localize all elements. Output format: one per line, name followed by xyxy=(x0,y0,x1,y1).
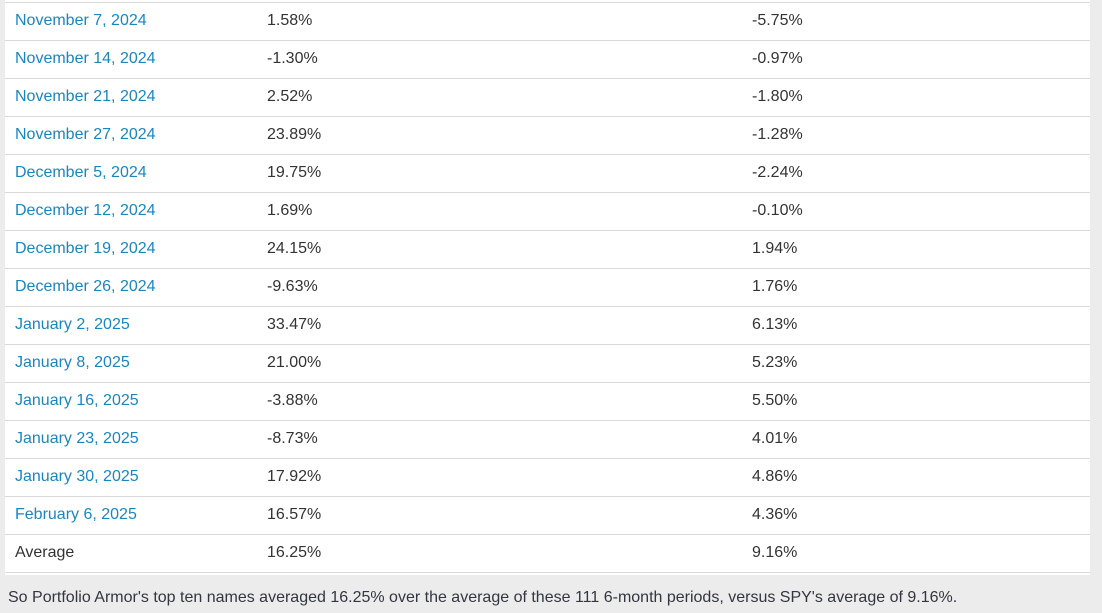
date-link[interactable]: January 30, 2025 xyxy=(15,468,139,485)
returns-table-card: November 7, 2024 1.58% -5.75% November 1… xyxy=(5,0,1090,575)
date-cell: February 6, 2025 xyxy=(5,496,257,535)
table-row: Average 16.25% 9.16% xyxy=(5,534,1090,573)
spy-return-cell: -1.28% xyxy=(742,116,1090,155)
top-names-return-cell: 16.25% xyxy=(257,534,742,573)
summary-text: So Portfolio Armor's top ten names avera… xyxy=(8,589,958,606)
table-row: January 8, 2025 21.00% 5.23% xyxy=(5,344,1090,383)
table-row: November 7, 2024 1.58% -5.75% xyxy=(5,2,1090,41)
date-cell: January 8, 2025 xyxy=(5,344,257,383)
date-link[interactable]: January 16, 2025 xyxy=(15,392,139,409)
table-row: November 21, 2024 2.52% -1.80% xyxy=(5,78,1090,117)
top-names-return-cell: 24.15% xyxy=(257,230,742,269)
spy-return-cell: 5.50% xyxy=(742,382,1090,421)
date-link[interactable]: December 5, 2024 xyxy=(15,164,147,181)
spy-return-cell: 4.36% xyxy=(742,496,1090,535)
average-label: Average xyxy=(15,544,75,561)
date-cell: November 7, 2024 xyxy=(5,2,257,41)
date-link[interactable]: November 14, 2024 xyxy=(15,50,156,67)
table-row: December 19, 2024 24.15% 1.94% xyxy=(5,230,1090,269)
spy-return-cell: 6.13% xyxy=(742,306,1090,345)
date-link[interactable]: November 7, 2024 xyxy=(15,12,147,29)
top-names-return-cell: 19.75% xyxy=(257,154,742,193)
top-names-return-cell: -3.88% xyxy=(257,382,742,421)
top-names-return-cell: 33.47% xyxy=(257,306,742,345)
date-cell: January 30, 2025 xyxy=(5,458,257,497)
spy-return-cell: -2.24% xyxy=(742,154,1090,193)
top-names-return-cell: -9.63% xyxy=(257,268,742,307)
table-row: November 14, 2024 -1.30% -0.97% xyxy=(5,40,1090,79)
date-cell: December 5, 2024 xyxy=(5,154,257,193)
top-names-return-cell: 17.92% xyxy=(257,458,742,497)
date-cell: Average xyxy=(5,534,257,573)
spy-return-cell: 9.16% xyxy=(742,534,1090,573)
spy-return-cell: -0.10% xyxy=(742,192,1090,231)
spy-return-cell: 4.01% xyxy=(742,420,1090,459)
top-names-return-cell: 2.52% xyxy=(257,78,742,117)
table-row: December 12, 2024 1.69% -0.10% xyxy=(5,192,1090,231)
spy-return-cell: 5.23% xyxy=(742,344,1090,383)
table-row: December 26, 2024 -9.63% 1.76% xyxy=(5,268,1090,307)
top-names-return-cell: 1.58% xyxy=(257,2,742,41)
spy-return-cell: 1.94% xyxy=(742,230,1090,269)
date-link[interactable]: November 27, 2024 xyxy=(15,126,156,143)
date-link[interactable]: February 6, 2025 xyxy=(15,506,137,523)
table-row: January 16, 2025 -3.88% 5.50% xyxy=(5,382,1090,421)
table-row: November 27, 2024 23.89% -1.28% xyxy=(5,116,1090,155)
top-names-return-cell: 23.89% xyxy=(257,116,742,155)
top-names-return-cell: 16.57% xyxy=(257,496,742,535)
table-row: December 5, 2024 19.75% -2.24% xyxy=(5,154,1090,193)
date-cell: January 16, 2025 xyxy=(5,382,257,421)
top-names-return-cell: 21.00% xyxy=(257,344,742,383)
spy-return-cell: -0.97% xyxy=(742,40,1090,79)
date-cell: January 23, 2025 xyxy=(5,420,257,459)
date-link[interactable]: November 21, 2024 xyxy=(15,88,156,105)
date-link[interactable]: December 19, 2024 xyxy=(15,240,156,257)
table-row: January 30, 2025 17.92% 4.86% xyxy=(5,458,1090,497)
date-cell: January 2, 2025 xyxy=(5,306,257,345)
date-link[interactable]: December 26, 2024 xyxy=(15,278,156,295)
spy-return-cell: -5.75% xyxy=(742,2,1090,41)
table-row: February 6, 2025 16.57% 4.36% xyxy=(5,496,1090,535)
top-names-return-cell: -8.73% xyxy=(257,420,742,459)
date-cell: November 14, 2024 xyxy=(5,40,257,79)
top-names-return-cell: 1.69% xyxy=(257,192,742,231)
spy-return-cell: 4.86% xyxy=(742,458,1090,497)
table-row: January 23, 2025 -8.73% 4.01% xyxy=(5,420,1090,459)
table-row: January 2, 2025 33.47% 6.13% xyxy=(5,306,1090,345)
spy-return-cell: 1.76% xyxy=(742,268,1090,307)
returns-table-body: November 7, 2024 1.58% -5.75% November 1… xyxy=(5,2,1090,573)
date-link[interactable]: January 8, 2025 xyxy=(15,354,130,371)
date-cell: December 19, 2024 xyxy=(5,230,257,269)
returns-table: November 7, 2024 1.58% -5.75% November 1… xyxy=(5,2,1090,573)
spy-return-cell: -1.80% xyxy=(742,78,1090,117)
date-cell: November 21, 2024 xyxy=(5,78,257,117)
date-link[interactable]: December 12, 2024 xyxy=(15,202,156,219)
top-names-return-cell: -1.30% xyxy=(257,40,742,79)
date-link[interactable]: January 23, 2025 xyxy=(15,430,139,447)
date-cell: December 26, 2024 xyxy=(5,268,257,307)
date-cell: December 12, 2024 xyxy=(5,192,257,231)
date-cell: November 27, 2024 xyxy=(5,116,257,155)
date-link[interactable]: January 2, 2025 xyxy=(15,316,130,333)
